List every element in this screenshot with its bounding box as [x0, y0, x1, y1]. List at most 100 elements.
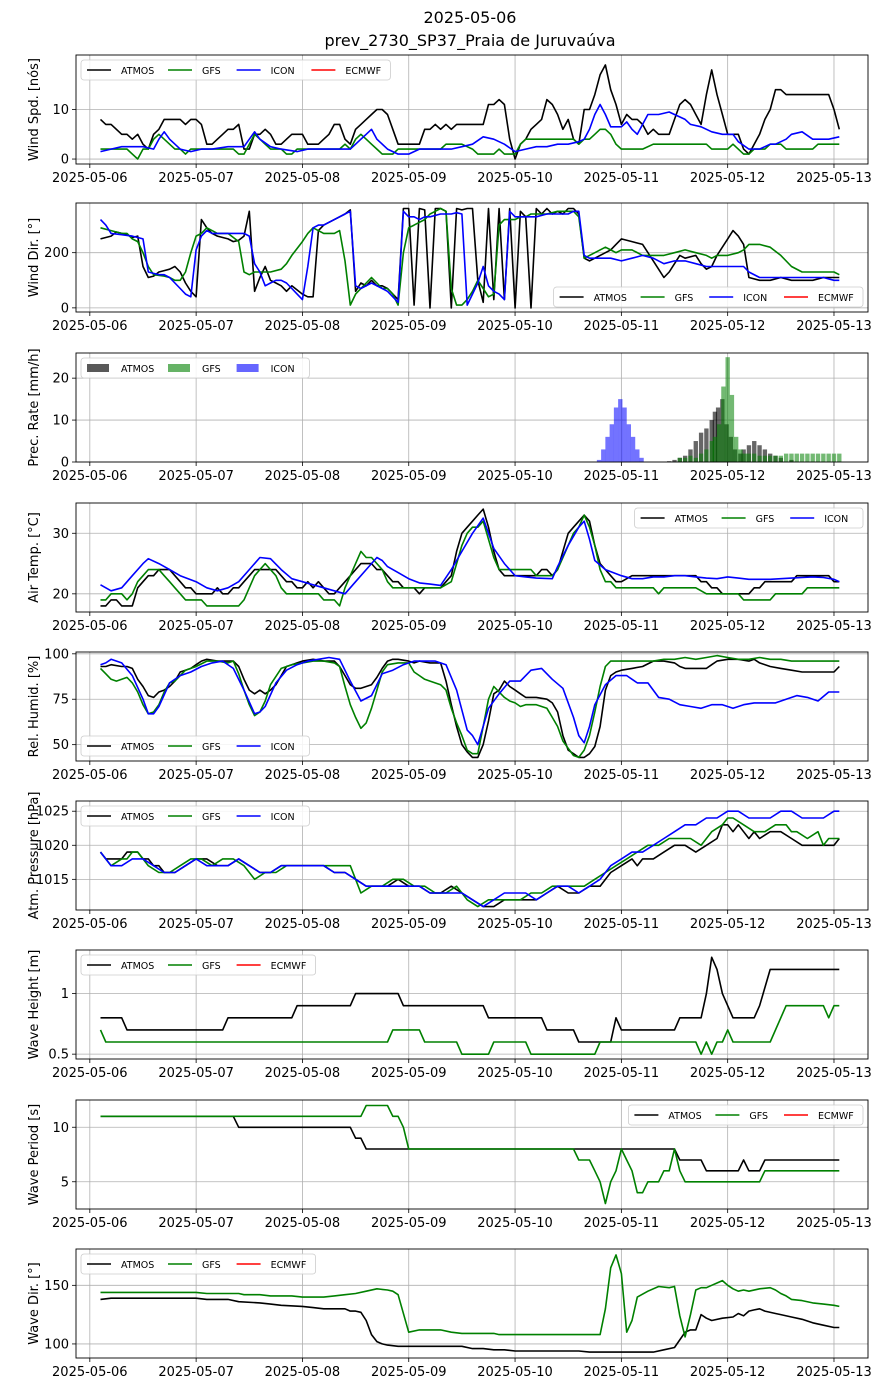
- precip-bar-gfs: [752, 453, 757, 462]
- legend-label-ecmwf: ECMWF: [271, 1260, 307, 1271]
- legend-label-ecmwf: ECMWF: [818, 293, 854, 304]
- axes-frame: [75, 502, 869, 613]
- x-tick-label: 2025-05-12: [690, 469, 766, 484]
- legend: ATMOS GFS ICON: [80, 357, 310, 379]
- panel-5: 2025-05-06 2025-05-07 2025-05-08 2025-05-09…: [27, 647, 872, 783]
- x-tick-label: 2025-05-06: [52, 1365, 128, 1380]
- x-tick-label: 2025-05-08: [265, 1066, 341, 1081]
- series-line-icon: [100, 517, 840, 595]
- precip-bar-gfs: [778, 455, 784, 462]
- x-tick-label: 2025-05-13: [796, 1365, 872, 1380]
- y-axis-label: Wind Spd. [nós]: [27, 58, 42, 161]
- precip-bar-gfs: [837, 453, 842, 462]
- legend-label-atmos: ATMOS: [121, 742, 154, 753]
- legend-box: [628, 1104, 864, 1126]
- legend-box: [80, 1253, 317, 1275]
- legend-label-atmos: ATMOS: [121, 961, 154, 972]
- precip-bar-icon: [605, 436, 610, 462]
- plot-area: [99, 654, 840, 759]
- legend-label-atmos: ATMOS: [121, 364, 154, 375]
- x-tick-label: 2025-05-12: [690, 1066, 766, 1081]
- legend: ATMOS GFS ICON: [80, 805, 310, 827]
- precip-bar-gfs: [716, 424, 722, 462]
- panel-8: 2025-05-06 2025-05-07 2025-05-08 2025-05-09…: [27, 1099, 872, 1231]
- precip-bar-icon: [630, 436, 636, 462]
- legend-label-gfs: GFS: [202, 66, 221, 77]
- legend: ATMOS GFS ECMWF: [80, 1253, 317, 1275]
- x-tick-label: 2025-05-10: [477, 1066, 553, 1081]
- x-tick-label: 2025-05-10: [477, 768, 553, 783]
- x-tick-label: 2025-05-13: [796, 917, 872, 932]
- x-tick-label: 2025-05-06: [52, 1066, 128, 1081]
- precip-bar-icon: [635, 449, 640, 462]
- precip-bar-gfs: [709, 441, 714, 462]
- legend-label-atmos: ATMOS: [675, 514, 708, 525]
- legend-box: [553, 286, 864, 308]
- x-tick-label: 2025-05-09: [371, 768, 447, 783]
- precip-bar-gfs: [729, 394, 735, 462]
- legend-swatch-atmos: [87, 364, 109, 372]
- y-tick-label: 1: [61, 987, 69, 1002]
- y-axis-label: Wave Dir. [°]: [27, 1262, 42, 1345]
- legend-box: [80, 59, 391, 81]
- x-tick-label: 2025-05-07: [158, 319, 234, 334]
- legend-box: [80, 954, 317, 976]
- legend: ATMOS GFS ICON: [634, 507, 864, 529]
- figure-title: 2025-05-06: [424, 8, 517, 27]
- panel-4: 2025-05-06 2025-05-07 2025-05-08 2025-05-09…: [27, 502, 872, 634]
- legend-label-atmos: ATMOS: [121, 812, 154, 823]
- plot-area: [596, 357, 842, 462]
- series-line-icon: [100, 103, 840, 155]
- series-line-gfs: [100, 514, 840, 607]
- x-tick-label: 2025-05-08: [265, 917, 341, 932]
- y-axis-label: Prec. Rate [mm/h]: [27, 348, 42, 466]
- x-tick-label: 2025-05-11: [584, 1365, 660, 1380]
- legend-box: [80, 805, 310, 827]
- x-tick-label: 2025-05-11: [584, 171, 660, 186]
- legend-label-gfs: GFS: [202, 364, 221, 375]
- x-tick-label: 2025-05-10: [477, 469, 553, 484]
- precip-bar-gfs: [682, 457, 688, 462]
- plot-area: [99, 207, 840, 309]
- y-axis-label: Rel. Humid. [%]: [27, 656, 42, 758]
- precip-bar-gfs: [688, 455, 693, 462]
- legend-label-icon: ICON: [271, 742, 295, 753]
- axes-frame: [75, 949, 869, 1060]
- y-tick-label: 100: [44, 1337, 69, 1352]
- plot-area: [100, 1254, 840, 1353]
- series-line-gfs: [100, 128, 840, 160]
- y-tick-label: 1020: [36, 839, 69, 854]
- x-tick-label: 2025-05-13: [796, 171, 872, 186]
- panel-7: 2025-05-06 2025-05-07 2025-05-08 2025-05-09…: [27, 949, 872, 1081]
- x-tick-label: 2025-05-12: [690, 1216, 766, 1231]
- legend-label-icon: ICON: [271, 66, 295, 77]
- precip-bar-atmos: [672, 459, 677, 462]
- x-tick-label: 2025-05-06: [52, 171, 128, 186]
- legend-box: [634, 507, 864, 529]
- y-tick-label: 10: [52, 103, 69, 118]
- precip-bar-gfs: [762, 455, 768, 462]
- precip-bar-gfs: [826, 453, 831, 462]
- y-axis-label: Wind Dir. [°]: [27, 218, 42, 298]
- legend-label-gfs: GFS: [202, 1260, 221, 1271]
- x-tick-label: 2025-05-10: [477, 319, 553, 334]
- precip-bar-icon: [609, 424, 614, 462]
- x-tick-label: 2025-05-13: [796, 619, 872, 634]
- x-tick-label: 2025-05-07: [158, 917, 234, 932]
- series-line-atmos: [99, 64, 841, 160]
- x-tick-label: 2025-05-11: [584, 917, 660, 932]
- legend-label-gfs: GFS: [202, 812, 221, 823]
- legend-box: [80, 735, 310, 757]
- precip-bar-gfs: [810, 453, 815, 462]
- x-tick-label: 2025-05-06: [52, 319, 128, 334]
- series-line-atmos: [100, 956, 840, 1043]
- y-tick-label: 100: [44, 647, 69, 662]
- series-line-atmos: [100, 1297, 840, 1353]
- y-axis-label: Air Temp. [°C]: [27, 512, 42, 603]
- y-axis-label: Atm. Pressure [hPa]: [27, 792, 42, 920]
- x-tick-label: 2025-05-12: [690, 319, 766, 334]
- series-line-gfs: [99, 654, 840, 759]
- precip-bar-gfs: [783, 453, 789, 462]
- x-tick-label: 2025-05-09: [371, 917, 447, 932]
- x-tick-label: 2025-05-10: [477, 1216, 553, 1231]
